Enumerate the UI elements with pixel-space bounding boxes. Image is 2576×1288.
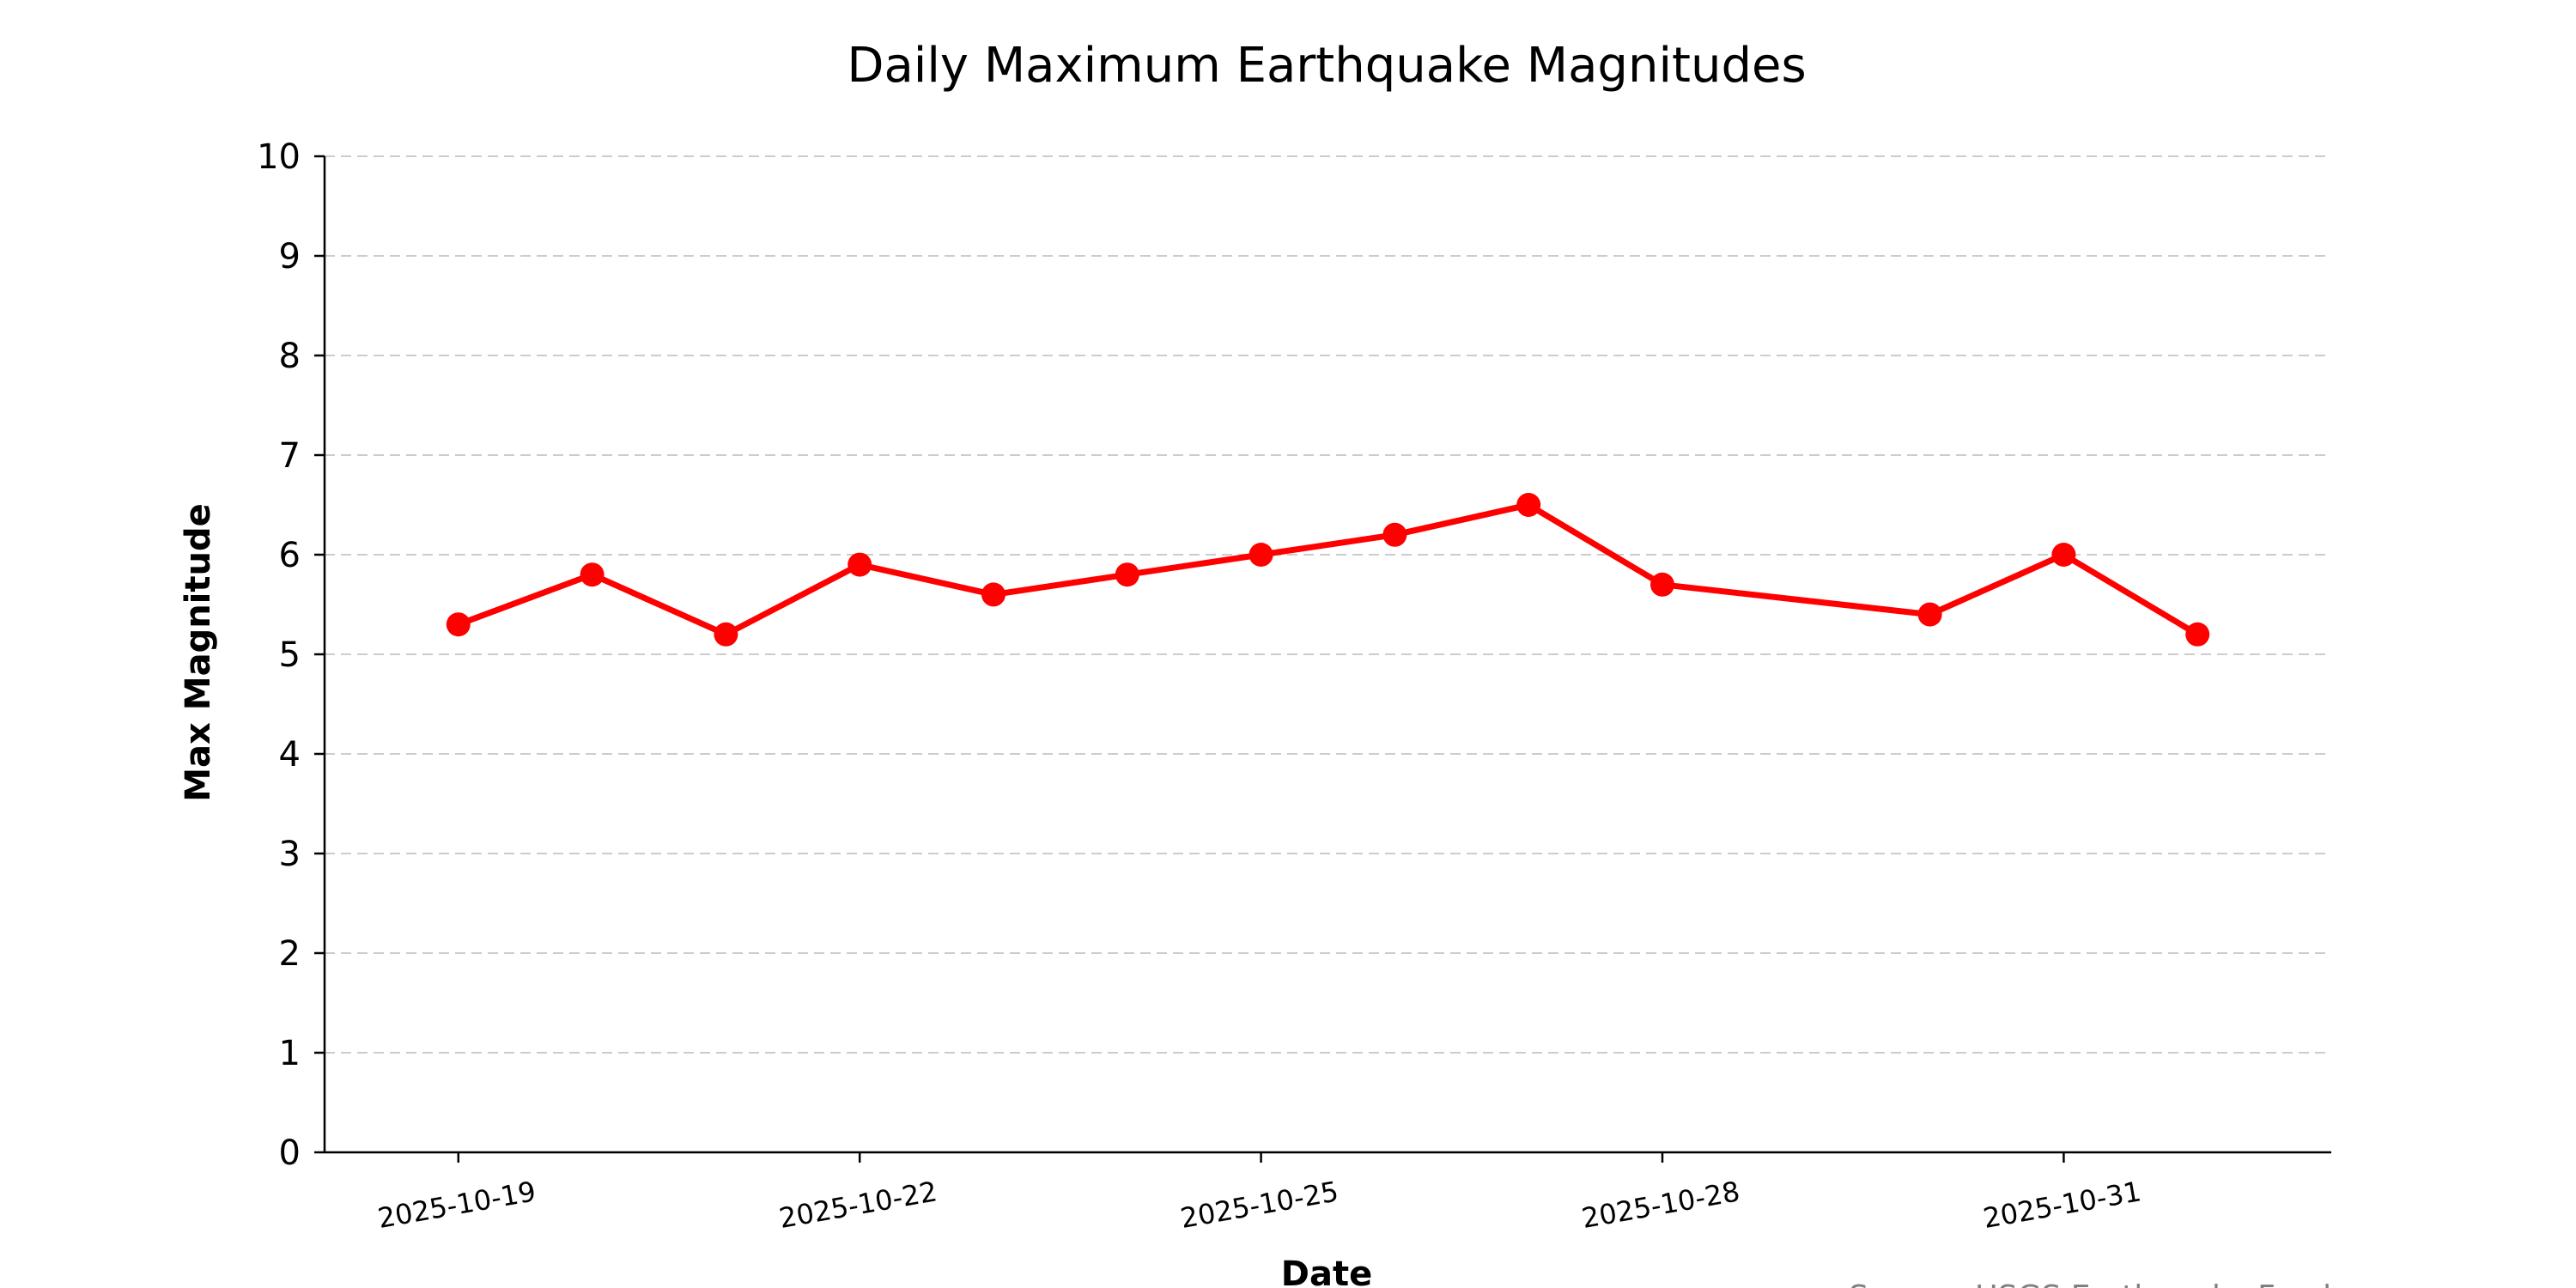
data-point-2025-11-01 [2185,622,2210,647]
data-point-2025-10-25 [1249,543,1273,567]
data-point-2025-10-31 [2051,543,2076,567]
y-tick-label-9: 9 [279,237,301,276]
y-tick-label-8: 8 [279,337,301,376]
y-tick-label-10: 10 [257,137,301,177]
series-magnitude [446,493,2210,647]
data-point-2025-10-28 [1650,572,1674,597]
y-tick-label-0: 0 [279,1133,301,1173]
data-point-2025-10-26 [1382,522,1407,547]
y-axis-label: Max Magnitude [179,503,218,802]
y-ticks: 0 1 2 3 4 5 6 7 8 9 10 [257,137,325,1173]
x-tick-label-2025-10-25: 2025-10-25 [1178,1175,1341,1235]
y-tick-label-2: 2 [279,934,301,974]
x-tick-label-2025-10-22: 2025-10-22 [776,1175,939,1235]
x-tick-label-2025-10-28: 2025-10-28 [1579,1175,1742,1235]
y-tick-label-1: 1 [279,1034,301,1073]
data-point-2025-10-21 [714,622,738,647]
x-ticks: 2025-10-19 2025-10-22 2025-10-25 2025-10-28… [375,1152,2143,1235]
data-point-2025-10-24 [1115,562,1139,587]
data-point-2025-10-30 [1917,602,1942,627]
source-note: Source: USGS Earthquake Feed [1849,1279,2331,1288]
x-tick-label-2025-10-31: 2025-10-31 [1981,1175,2144,1235]
y-tick-label-5: 5 [279,635,301,675]
y-tick-label-6: 6 [279,536,301,575]
data-point-2025-10-27 [1516,493,1541,517]
data-point-2025-10-23 [981,582,1005,607]
data-point-2025-10-22 [848,552,872,577]
data-point-2025-10-19 [446,612,471,637]
data-point-2025-10-20 [580,562,605,587]
x-tick-label-2025-10-19: 2025-10-19 [375,1175,538,1235]
y-tick-label-7: 7 [279,436,301,476]
gridlines [325,155,2331,1054]
x-axis-label: Date [1281,1255,1372,1288]
y-tick-label-3: 3 [279,835,301,874]
chart-title: Daily Maximum Earthquake Magnitudes [847,38,1806,94]
y-tick-label-4: 4 [279,735,301,775]
